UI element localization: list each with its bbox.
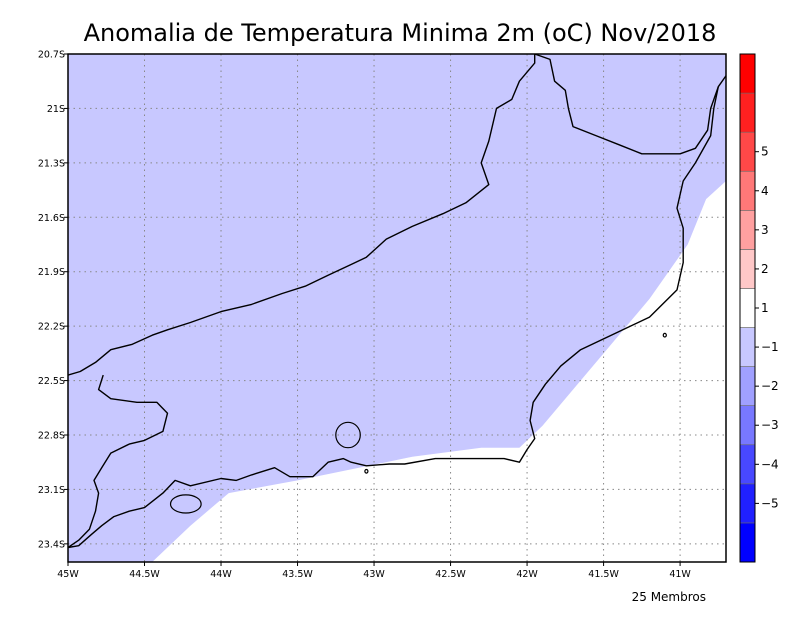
colorbar-label: −5 xyxy=(761,496,779,510)
island xyxy=(169,494,202,514)
colorbar-label: −4 xyxy=(761,457,779,471)
colorbar-legend: −5 −4 −3 −2 −1 1 2 3 4 5 xyxy=(739,53,779,563)
y-tick-label: 22.8S xyxy=(38,431,65,442)
x-tick-label: 43.5W xyxy=(282,569,313,580)
x-tick-label: 42.5W xyxy=(435,569,466,580)
y-tick-label: 21.9S xyxy=(38,267,65,278)
island xyxy=(364,468,369,474)
colorbar-swatch xyxy=(739,53,756,94)
colorbar-swatch xyxy=(739,131,756,172)
west-border xyxy=(68,374,169,549)
colorbar-swatch xyxy=(739,327,756,367)
colorbar-swatch xyxy=(739,170,756,211)
colorbar-swatch xyxy=(739,288,756,328)
anomaly-field-cold xyxy=(68,54,726,562)
colorbar-label: −1 xyxy=(761,340,779,354)
colorbar-swatch xyxy=(739,92,756,133)
island xyxy=(335,421,361,449)
colorbar-swatch xyxy=(739,210,756,250)
colorbar-label: 2 xyxy=(761,262,769,276)
colorbar-swatch xyxy=(739,366,756,406)
x-tick-label: 44W xyxy=(210,569,232,580)
island xyxy=(662,332,667,338)
grid-lines xyxy=(68,54,726,562)
plot-frame xyxy=(67,53,727,563)
colorbar-swatch xyxy=(739,405,756,446)
colorbar-swatch xyxy=(739,444,756,485)
chart-title: Anomalia de Temperatura Minima 2m (oC) N… xyxy=(84,19,717,47)
y-tick-label: 21.6S xyxy=(38,213,65,224)
plot-area xyxy=(67,53,727,563)
colorbar-label: −2 xyxy=(761,379,779,393)
colorbar-swatch xyxy=(739,522,756,563)
y-tick-label: 23.1S xyxy=(38,485,65,496)
colorbar-label: 4 xyxy=(761,184,769,198)
colorbar-label: 5 xyxy=(761,145,769,159)
colorbar-swatch xyxy=(739,249,756,289)
ensemble-members-label: 25 Membros xyxy=(632,590,706,604)
colorbar-label: −3 xyxy=(761,418,779,432)
y-tick-label: 20.7S xyxy=(38,50,65,61)
x-tick-label: 41W xyxy=(669,569,691,580)
colorbar-label: 3 xyxy=(761,223,769,237)
y-tick-label: 21.3S xyxy=(38,158,65,169)
y-tick-label: 23.4S xyxy=(38,539,65,550)
coastline xyxy=(68,75,726,549)
x-tick-label: 43W xyxy=(363,569,385,580)
x-tick-label: 44.5W xyxy=(129,569,160,580)
y-tick-label: 22.2S xyxy=(38,322,65,333)
x-tick-label: 42W xyxy=(516,569,538,580)
state-border xyxy=(68,54,719,376)
x-tick-label: 41.5W xyxy=(588,569,619,580)
colorbar-swatch xyxy=(739,483,756,524)
x-tick-label: 45W xyxy=(57,569,79,580)
y-tick-label: 21S xyxy=(47,104,65,115)
y-tick-label: 22.5S xyxy=(38,376,65,387)
axis-ticks: 45W 44.5W 44W 43.5W 43W 42.5W 42W 41.5W 41W 20.7S… xyxy=(38,50,692,581)
colorbar-label: 1 xyxy=(761,301,769,315)
